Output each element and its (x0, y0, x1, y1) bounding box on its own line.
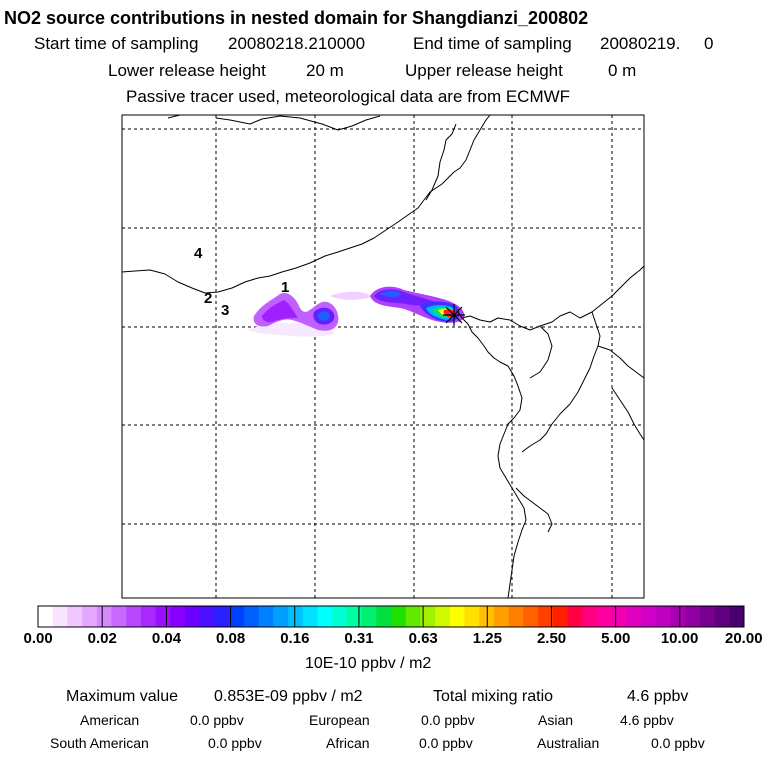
region-value: 0.0 ppbv (208, 735, 262, 751)
colorbar-cell (170, 606, 186, 627)
region-value: 0.0 ppbv (651, 735, 705, 751)
region-value: 4.6 ppbv (620, 712, 674, 728)
concentration-plume (248, 286, 465, 337)
colorbar-cell (493, 606, 510, 627)
colorbar-cell (508, 606, 524, 627)
colorbar-tick-label: 0.63 (408, 630, 438, 647)
colorbar-cell (641, 606, 657, 627)
colorbar-cell (38, 606, 54, 627)
colorbar-tick-label: 0.00 (23, 630, 53, 647)
site-label-3: 3 (221, 302, 230, 319)
upper-height-value: 0 m (608, 61, 637, 80)
lower-height-value: 20 m (306, 61, 344, 80)
colorbar-cell (288, 606, 304, 627)
colorbar-cells (38, 606, 745, 627)
colorbar-cell (317, 606, 333, 627)
colorbar-cell (346, 606, 363, 627)
colorbar-cell (435, 606, 451, 627)
site-label-4: 4 (194, 245, 203, 262)
colorbar-cell (332, 606, 348, 627)
region-value: 0.0 ppbv (419, 735, 473, 751)
colorbar-cell (538, 606, 554, 627)
region-name: Australian (537, 735, 600, 751)
colorbar-cell (464, 606, 480, 627)
colorbar-cell (714, 606, 730, 627)
colorbar-cell (126, 606, 142, 627)
colorbar-tick-label: 0.08 (216, 630, 246, 647)
colorbar-cell (655, 606, 671, 627)
colorbar-tick-label: 2.50 (536, 630, 567, 647)
map-frame (121, 114, 645, 599)
colorbar-cell (111, 606, 127, 627)
region-name: Asian (538, 712, 574, 728)
coastline (122, 115, 644, 598)
colorbar-cell (243, 606, 260, 627)
colorbar-cell (420, 606, 436, 627)
colorbar-cell (626, 606, 642, 627)
end-time-value: 20080219. 0 (600, 34, 714, 53)
colorbar-cell (685, 606, 701, 627)
region-name: American (80, 712, 140, 728)
region-name: South American (50, 735, 149, 751)
colorbar-cell (302, 606, 318, 627)
colorbar-cell (729, 606, 745, 627)
colorbar-cell (258, 606, 274, 627)
colorbar (37, 605, 745, 628)
colorbar-tick-label: 0.16 (280, 630, 310, 647)
colorbar-cell (611, 606, 627, 627)
start-time-value: 20080218.210000 (228, 34, 366, 53)
colorbar-cell (391, 606, 407, 627)
colorbar-cell (567, 606, 583, 627)
region-name: African (326, 735, 370, 751)
region-name: European (309, 712, 370, 728)
colorbar-tick-label: 0.31 (344, 630, 374, 647)
region-value: 0.0 ppbv (190, 712, 244, 728)
colorbar-cell (52, 606, 68, 627)
colorbar-cell (523, 606, 539, 627)
colorbar-cell (670, 606, 686, 627)
receptor-marker (443, 304, 465, 326)
colorbar-cell (449, 606, 466, 627)
colorbar-cell (140, 606, 157, 627)
colorbar-cell (155, 606, 171, 627)
colorbar-cell (82, 606, 98, 627)
site-label-2: 2 (204, 290, 213, 307)
colorbar-tick-label: 10.00 (660, 630, 699, 647)
colorbar-tick-label: 0.02 (87, 630, 117, 647)
max-value: 0.853E-09 ppbv / m2 (214, 688, 363, 705)
colorbar-cell (699, 606, 716, 627)
colorbar-cell (376, 606, 392, 627)
lower-height-label: Lower release height (108, 61, 266, 80)
total-mixing-label: Total mixing ratio (433, 688, 554, 705)
colorbar-tick-label: 0.04 (151, 630, 182, 647)
region-value: 0.0 ppbv (421, 712, 475, 728)
total-mixing-value: 4.6 ppbv (627, 688, 689, 705)
colorbar-cell (199, 606, 215, 627)
colorbar-tick-label: 1.25 (472, 630, 502, 647)
upper-height-label: Upper release height (405, 61, 563, 80)
colorbar-cell (582, 606, 598, 627)
start-time-label: Start time of sampling (34, 34, 199, 53)
colorbar-cell (229, 606, 245, 627)
colorbar-unit: 10E-10 ppbv / m2 (305, 655, 432, 672)
colorbar-cell (96, 606, 113, 627)
colorbar-cell (273, 606, 289, 627)
colorbar-tick-label: 5.00 (601, 630, 631, 647)
colorbar-tick-label: 20.00 (725, 630, 763, 647)
max-value-label: Maximum value (66, 688, 179, 705)
colorbar-cell (67, 606, 83, 627)
colorbar-cell (214, 606, 230, 627)
plot-title: NO2 source contributions in nested domai… (4, 8, 589, 28)
tracer-note: Passive tracer used, meteorological data… (126, 87, 571, 106)
colorbar-cell (405, 606, 421, 627)
end-time-label: End time of sampling (413, 34, 572, 53)
colorbar-cell (552, 606, 568, 627)
site-label-1: 1 (281, 279, 290, 296)
colorbar-cell (596, 606, 613, 627)
lat-lon-grid (122, 115, 644, 598)
colorbar-cell (361, 606, 377, 627)
colorbar-cell (185, 606, 201, 627)
